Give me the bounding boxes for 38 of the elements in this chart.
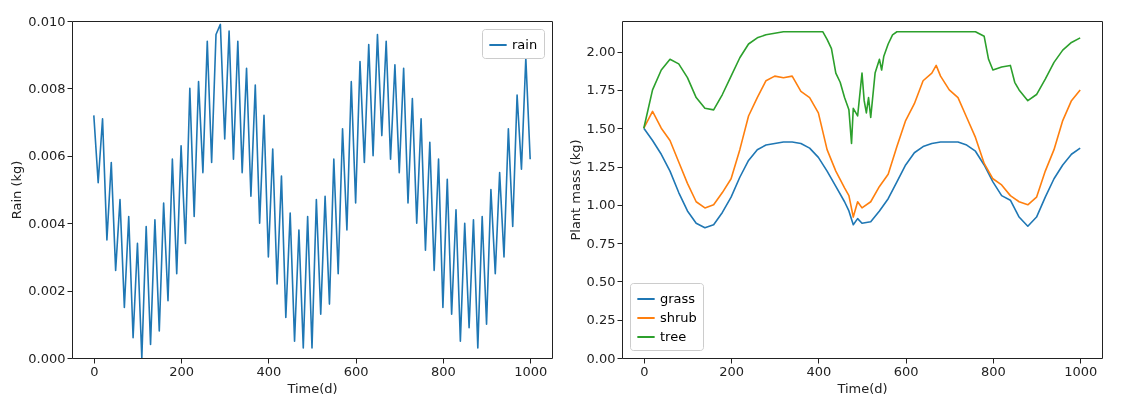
x-tick-label: 1000 — [1064, 363, 1098, 379]
y-tick-label: 0.010 — [28, 13, 66, 29]
y-tick-label: 0.50 — [586, 273, 616, 289]
x-tick-label: 600 — [343, 363, 369, 379]
legend-label: tree — [660, 329, 687, 344]
x-tick-label: 0 — [640, 363, 649, 379]
y-tick-label: 1.00 — [586, 197, 616, 213]
y-tick-label: 0.004 — [28, 215, 66, 231]
x-axis-title: Time(d) — [836, 380, 888, 396]
legend-label: grass — [660, 291, 696, 306]
x-tick-label: 800 — [980, 363, 1006, 379]
x-tick-label: 0 — [90, 363, 99, 379]
y-axis-title: Rain (kg) — [9, 160, 25, 220]
y-tick-label: 0.25 — [586, 312, 616, 328]
y-tick-label: 1.25 — [586, 159, 616, 175]
y-tick-label: 0.008 — [28, 80, 66, 96]
legend-label: rain — [512, 37, 538, 52]
y-tick-label: 0.00 — [586, 350, 616, 366]
line-series — [643, 64, 1081, 218]
y-tick-label: 2.00 — [586, 44, 616, 60]
line-series — [643, 30, 1081, 145]
x-tick-label: 400 — [806, 363, 832, 379]
line-series — [643, 127, 1081, 229]
legend-label: shrub — [660, 310, 697, 325]
x-tick-label: 200 — [719, 363, 745, 379]
y-tick-label: 0.002 — [28, 283, 66, 299]
y-axis-title: Plant mass (kg) — [567, 139, 583, 241]
y-tick-label: 1.50 — [586, 120, 616, 136]
y-tick-label: 1.75 — [586, 82, 616, 98]
y-tick-label: 0.000 — [28, 350, 66, 366]
x-tick-label: 1000 — [514, 363, 548, 379]
y-tick-label: 0.75 — [586, 235, 616, 251]
x-axis-title: Time(d) — [286, 380, 338, 396]
x-tick-label: 800 — [431, 363, 456, 379]
x-tick-label: 400 — [256, 363, 282, 379]
x-tick-label: 200 — [169, 363, 194, 379]
y-tick-label: 0.006 — [28, 148, 66, 164]
x-tick-label: 600 — [893, 363, 919, 379]
